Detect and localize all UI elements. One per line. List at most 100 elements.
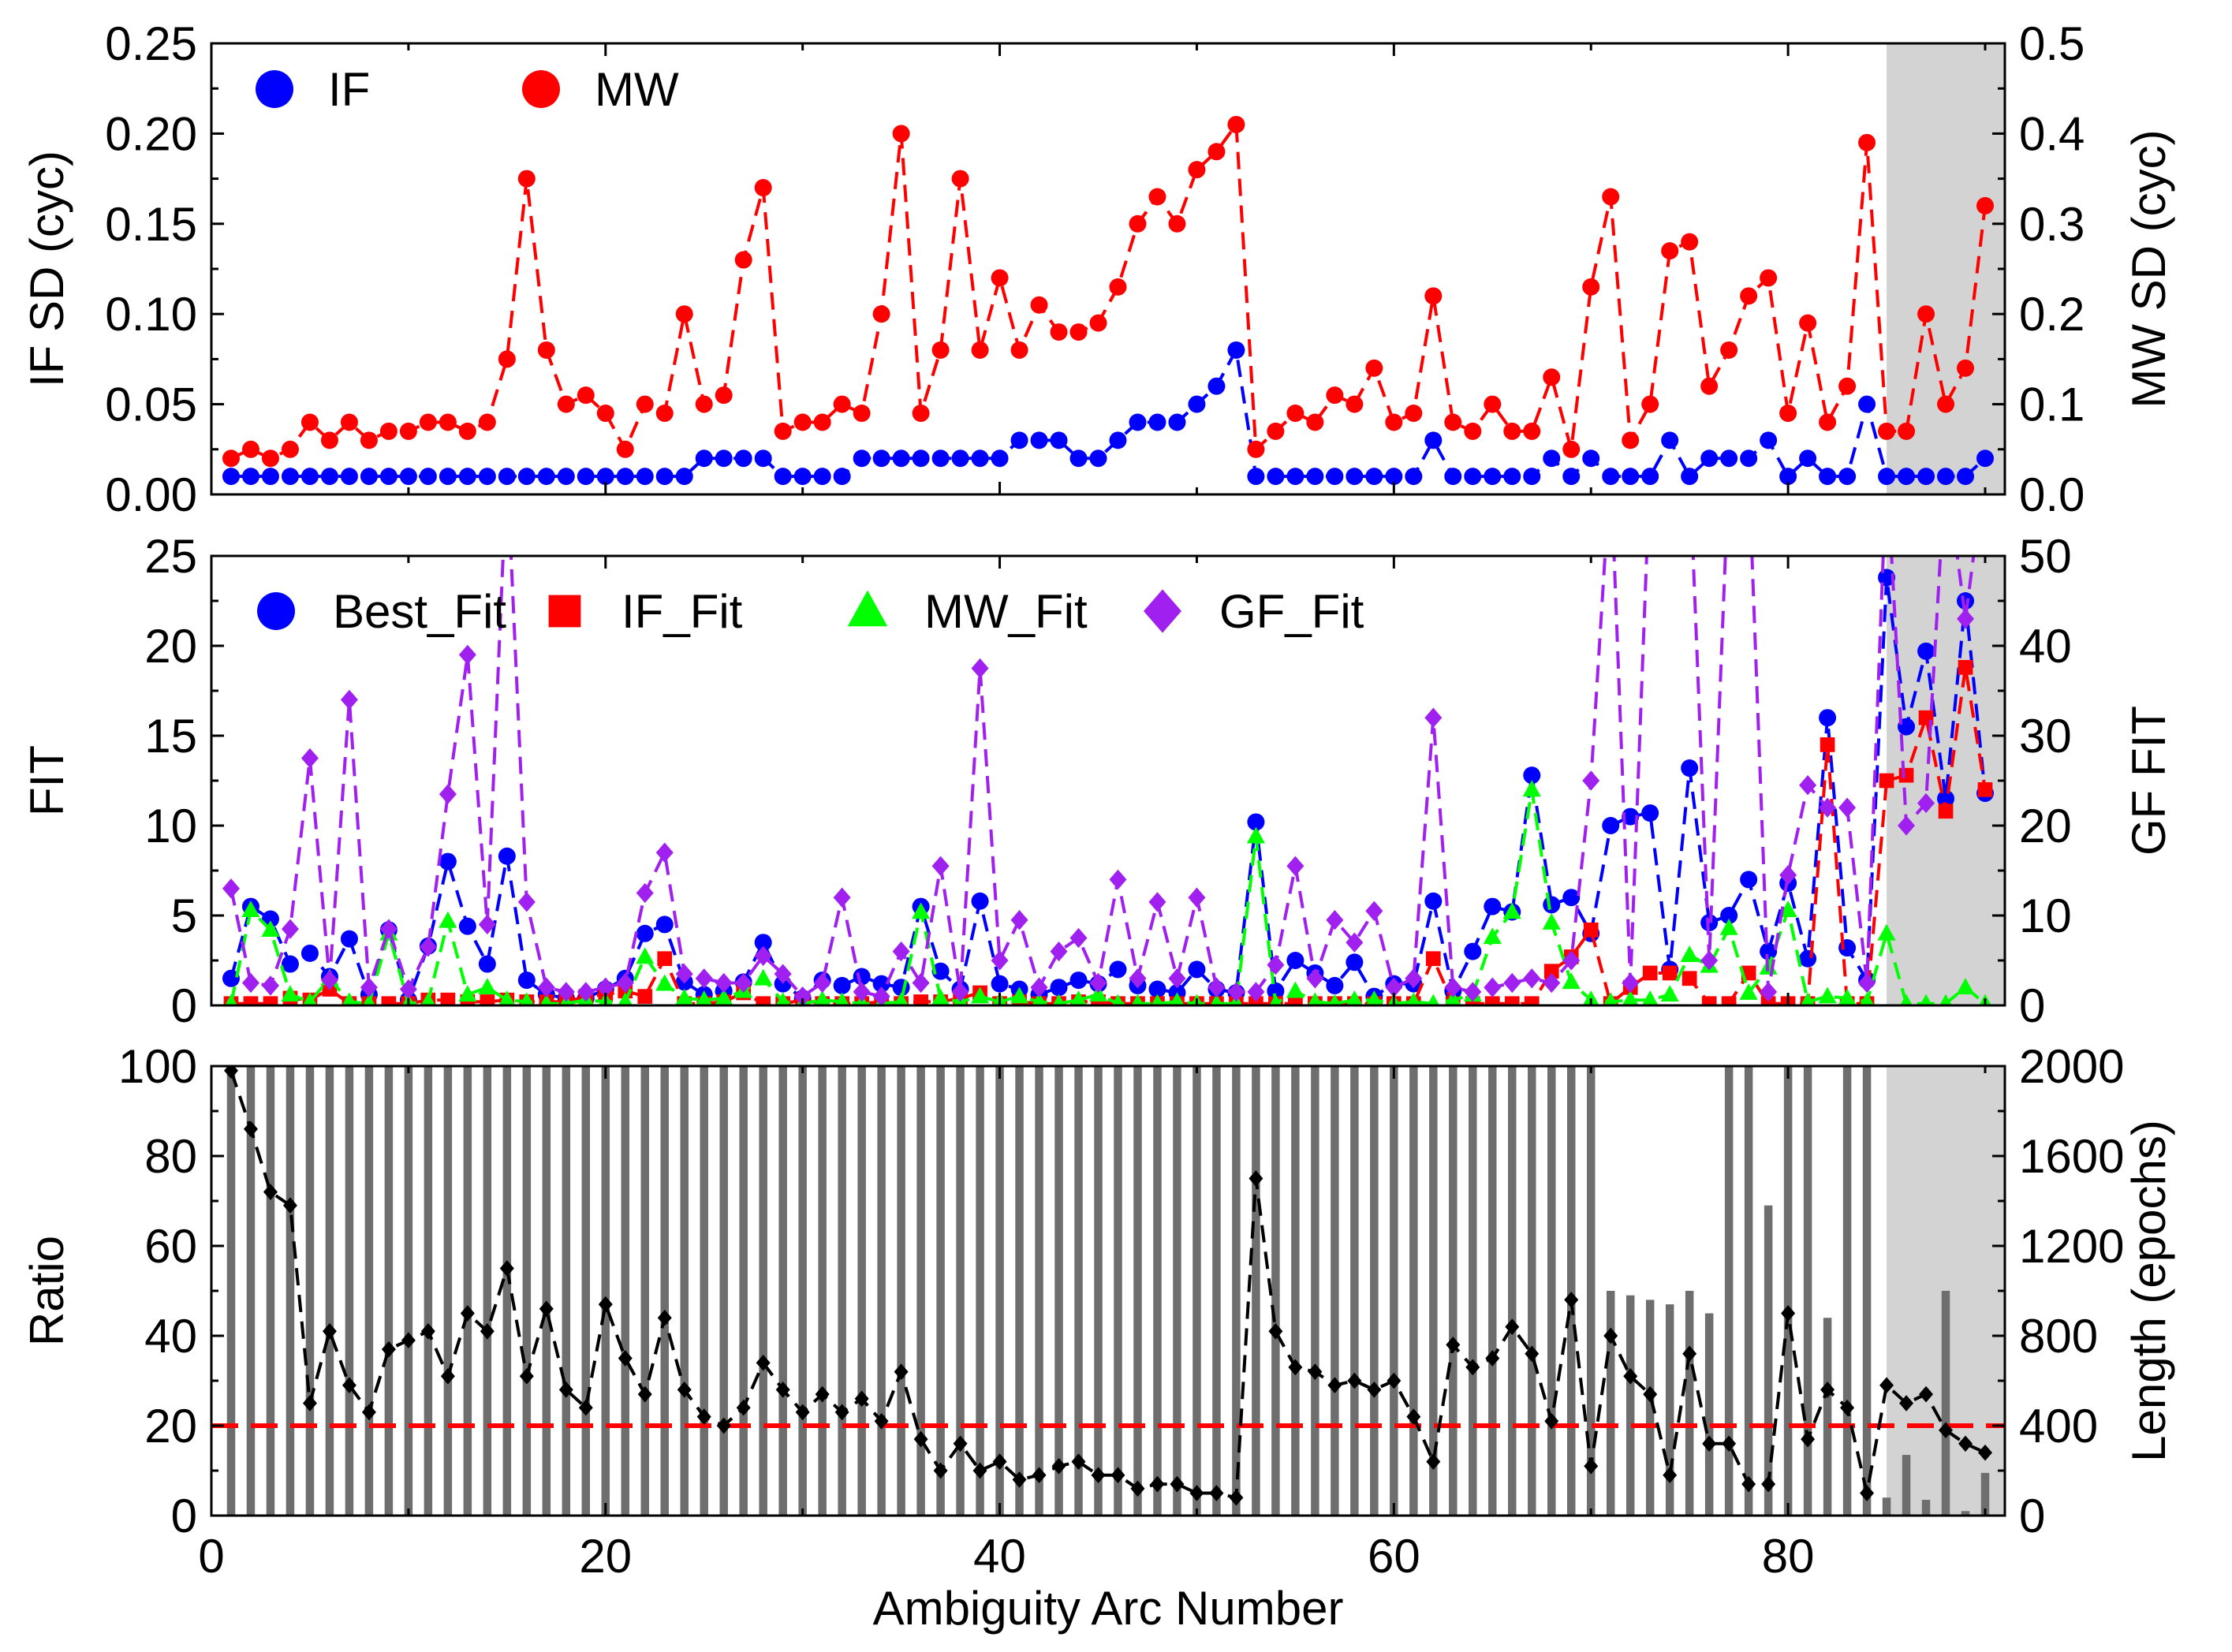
panel-if-mw-sd: 0.00 0.05 0.10 0.15 0.20 0.25 0.0 0.1 0.2 0.3 0.4 0… [21, 17, 2175, 521]
y-tick-label-right: 400 [2019, 1400, 2098, 1452]
data-point-mw_fit [931, 988, 950, 1005]
data-point-gf_fit [853, 982, 871, 1002]
legend-marker-if [256, 70, 293, 108]
data-point-mw [419, 413, 437, 431]
data-point-gf_fit [734, 972, 752, 994]
data-point-gf_fit [1227, 982, 1245, 1002]
data-point-if_fit [1543, 964, 1559, 979]
data-point-if [991, 449, 1009, 468]
data-point-mw [1464, 422, 1482, 440]
data-point-ratio [263, 1184, 278, 1200]
length-bar [1193, 1066, 1201, 1516]
data-point-mw_fit [1246, 826, 1265, 844]
data-point-mw [1247, 440, 1265, 458]
data-point-best_fit [222, 969, 240, 987]
data-point-if [1129, 413, 1147, 431]
data-point-if [1937, 468, 1955, 486]
data-point-mw [1346, 395, 1364, 413]
x-tick-label: 60 [1368, 1530, 1420, 1583]
data-point-gf_fit [1207, 977, 1226, 998]
length-bar [1370, 1066, 1379, 1516]
data-point-mw_fit [618, 992, 633, 1005]
data-point-mw_fit [1406, 992, 1421, 1005]
data-point-if [1641, 468, 1659, 486]
data-point-gf_fit [557, 982, 575, 1002]
data-point-gf_fit [340, 689, 358, 710]
data-point-if [1917, 468, 1935, 486]
data-point-ratio [1150, 1475, 1165, 1493]
data-point-ratio [1229, 1489, 1244, 1506]
data-point-mw_fit [1365, 990, 1383, 1005]
data-point-mw_fit [636, 947, 655, 964]
data-point-if [1168, 413, 1186, 431]
data-point-mw_fit [302, 992, 318, 1005]
data-point-if [1326, 468, 1344, 486]
length-bar [857, 1066, 866, 1516]
panel-ratio-length: 0 20 40 60 80 100 0 400 800 1200 1600 2000 0 20 40 60 80… [21, 1040, 2175, 1583]
data-point-if [1582, 449, 1600, 468]
y-axis-title-right: MW SD (cyc) [2122, 129, 2175, 408]
legend-marker-mw_fit [847, 590, 888, 627]
y-tick-label-right: 50 [2019, 530, 2072, 583]
length-bar [1961, 1511, 1970, 1516]
data-point-ratio [1209, 1485, 1224, 1501]
data-point-gf_fit [1622, 972, 1640, 994]
data-point-mw [931, 341, 950, 359]
data-point-gf_fit [1148, 892, 1166, 912]
length-bar [1685, 1291, 1694, 1516]
data-point-best_fit [1681, 759, 1699, 778]
data-point-mw [1582, 278, 1600, 296]
data-point-mw_fit [362, 994, 375, 1005]
data-point-if [1089, 449, 1107, 468]
data-point-gf_fit [636, 882, 654, 904]
data-point-gf_fit [379, 919, 398, 939]
data-point-best_fit [1286, 952, 1304, 969]
data-point-best_fit [1523, 766, 1541, 785]
data-point-mw_fit [539, 994, 553, 1005]
data-point-if [1050, 431, 1068, 449]
data-point-best_fit [1543, 896, 1561, 914]
length-bar [1449, 1066, 1458, 1516]
data-point-mw [1188, 161, 1206, 179]
data-point-mw [1878, 422, 1896, 440]
y-tick-label-left: 60 [144, 1220, 197, 1273]
legend-marker-best_fit [257, 592, 295, 630]
data-point-if_fit [480, 994, 495, 1005]
data-point-mw [1148, 188, 1166, 206]
length-bar [1665, 1304, 1674, 1516]
length-bar [660, 1066, 669, 1516]
data-point-ratio [519, 1367, 534, 1385]
length-bar [1547, 1066, 1556, 1516]
data-point-mw_fit [1800, 992, 1816, 1005]
data-point-if [1779, 468, 1797, 486]
data-point-mw [636, 395, 654, 413]
length-bar [345, 1066, 354, 1516]
data-point-if_fit [1938, 804, 1954, 819]
data-point-if_fit [263, 996, 278, 1005]
data-point-best_fit [1326, 976, 1344, 994]
data-point-if [1385, 468, 1403, 486]
data-point-gf_fit [517, 892, 536, 912]
data-point-if [1681, 468, 1699, 486]
y-tick-label-right: 0.3 [2019, 198, 2085, 251]
data-point-gf_fit [439, 784, 457, 804]
data-point-if_fit [1721, 996, 1737, 1005]
data-point-if [1838, 468, 1857, 486]
length-bar [1882, 1497, 1891, 1516]
data-point-mw_fit [261, 920, 280, 938]
data-point-gf_fit [537, 977, 555, 998]
data-point-ratio [1485, 1350, 1500, 1367]
data-point-if_fit [440, 992, 456, 1005]
data-point-gf_fit [1267, 955, 1285, 975]
data-point-gf_fit [1858, 972, 1876, 994]
data-point-if [1464, 468, 1482, 486]
length-bar [1074, 1066, 1083, 1516]
length-bar [1015, 1066, 1024, 1516]
data-point-mw [1937, 395, 1955, 413]
data-point-ratio [342, 1377, 356, 1394]
data-point-ratio [1446, 1337, 1461, 1353]
data-point-mw [1898, 422, 1916, 440]
data-point-ratio [1308, 1363, 1323, 1380]
data-point-if [971, 449, 989, 468]
data-point-mw_fit [814, 990, 831, 1005]
